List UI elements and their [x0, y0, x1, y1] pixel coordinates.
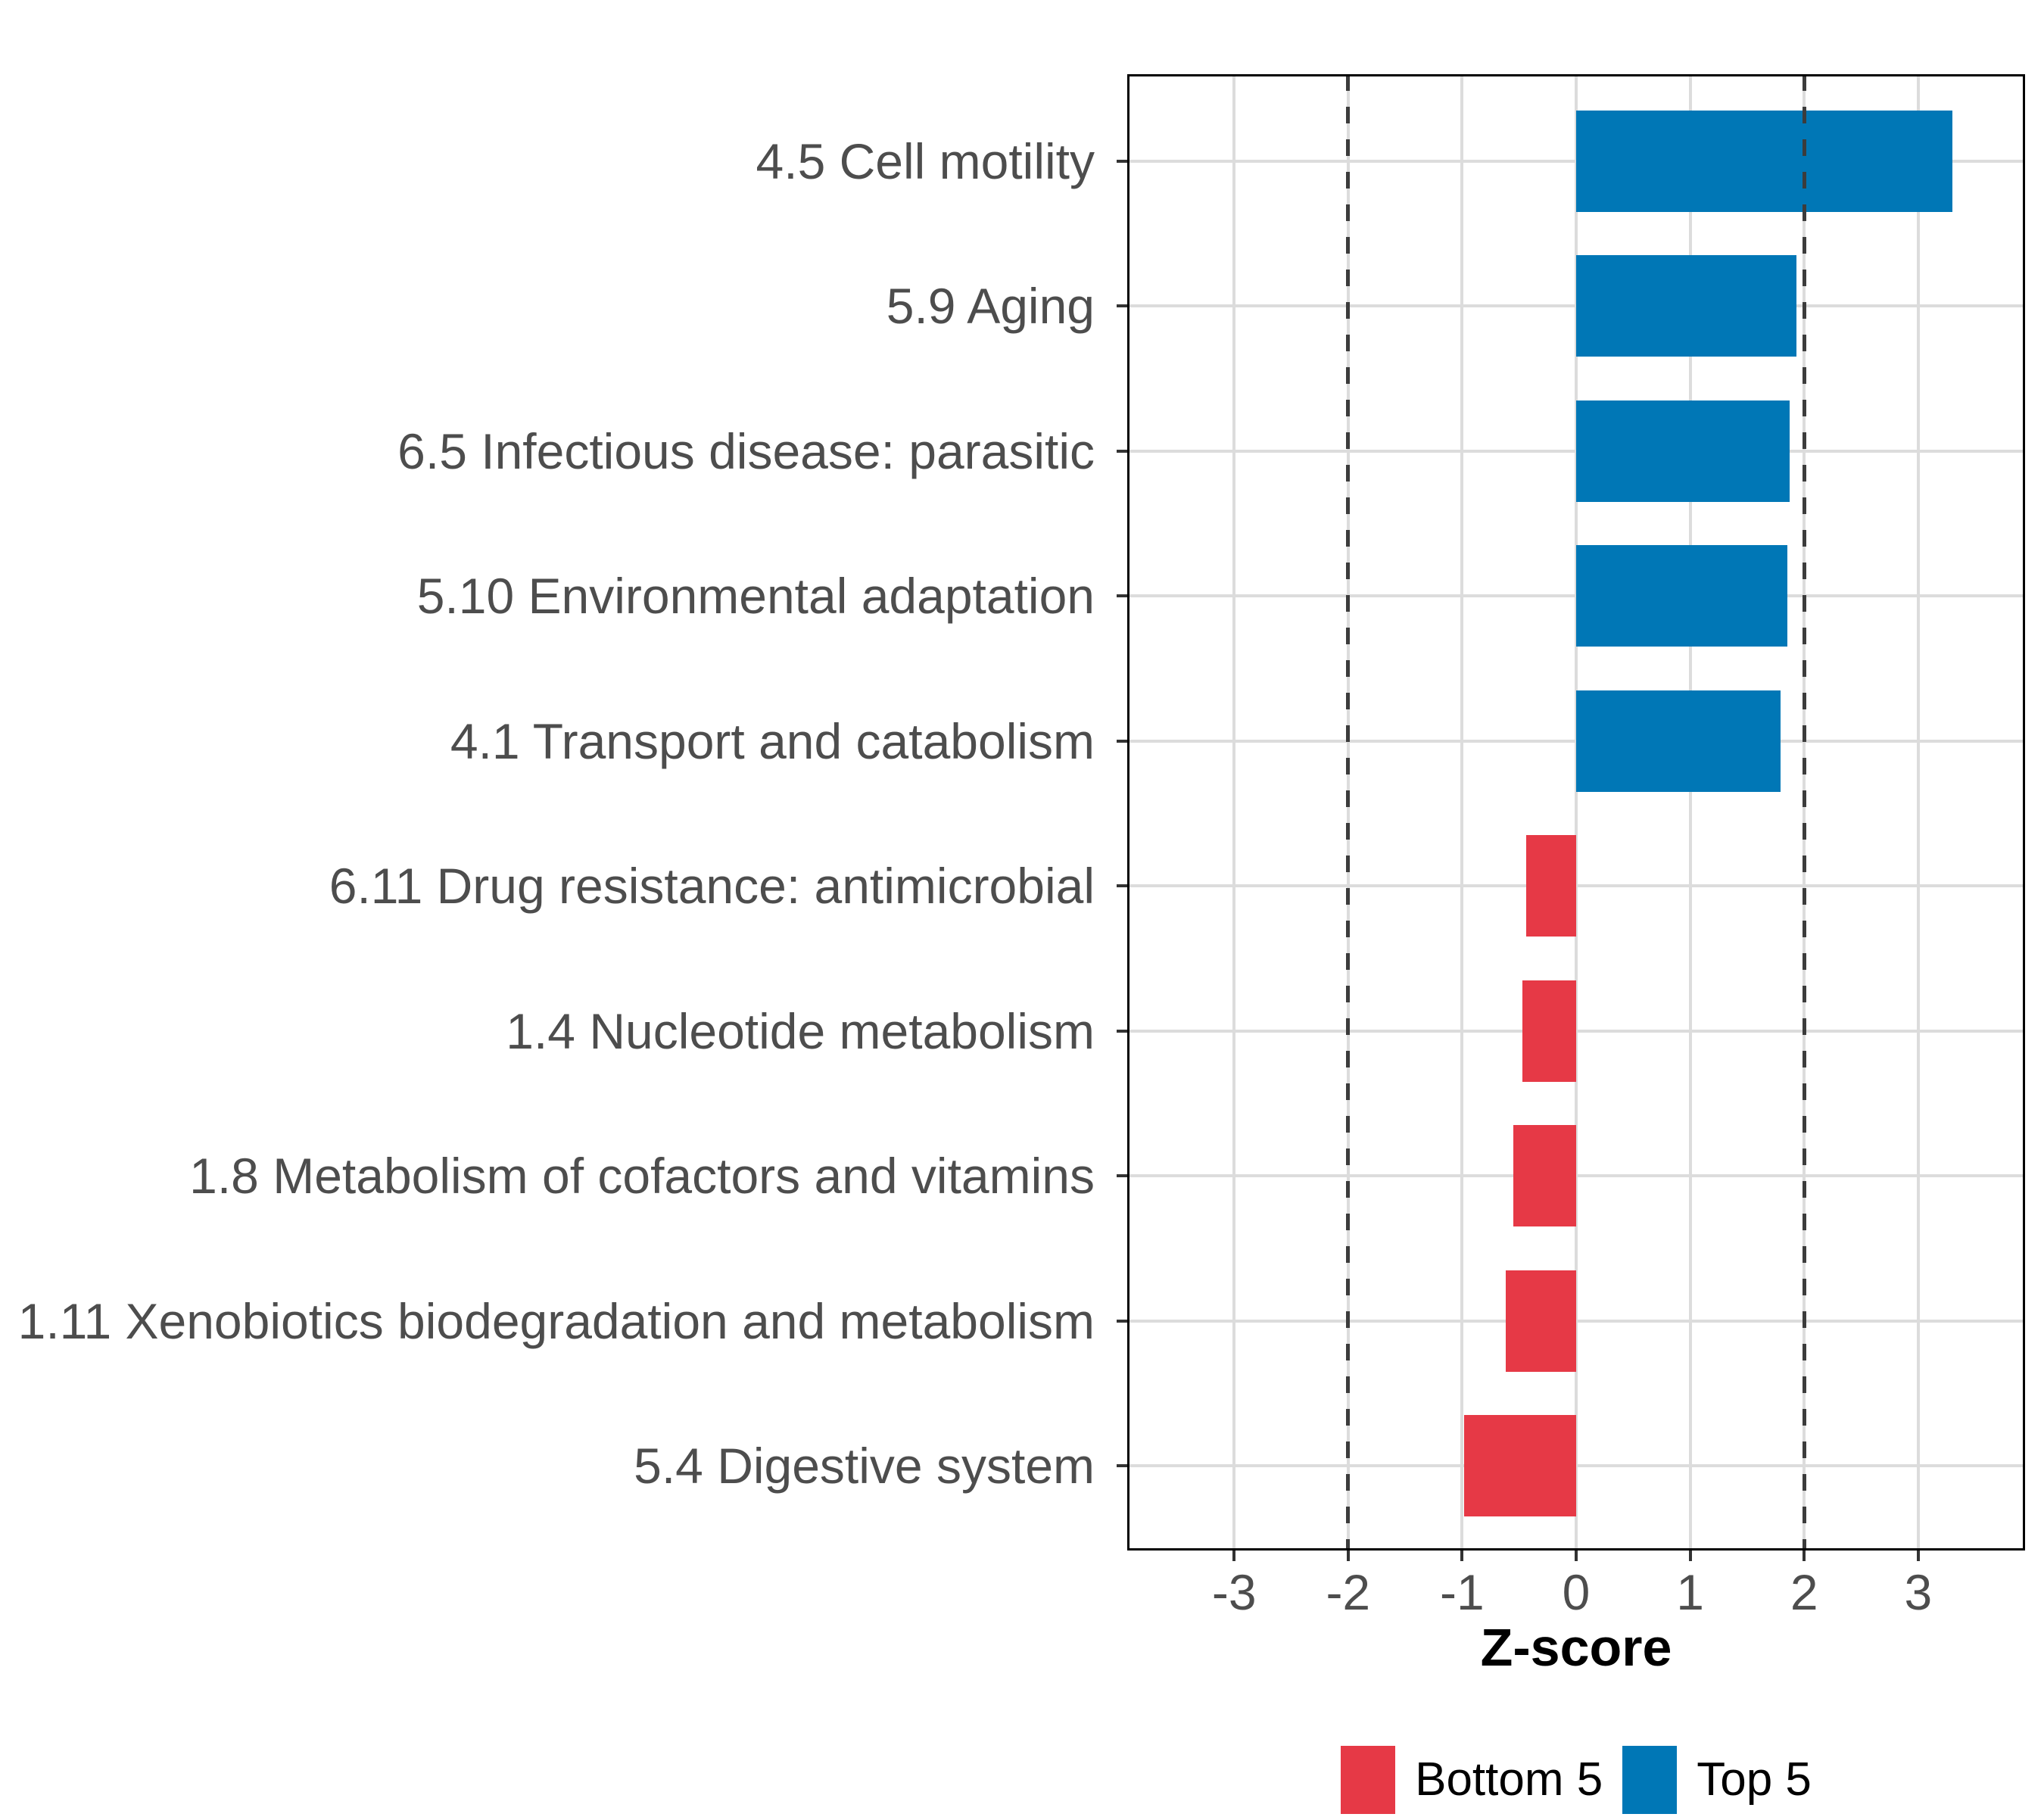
x-tick--2 — [1346, 1551, 1350, 1561]
bar-4-5-cell-motility — [1576, 111, 1952, 212]
plot-panel — [1127, 74, 2025, 1551]
x-tick--3 — [1232, 1551, 1236, 1561]
bar-1-11-xenobiotics-biodegradation-and-metabolism — [1505, 1270, 1576, 1372]
bar-5-10-environmental-adaptation — [1576, 545, 1787, 647]
x-tick-3 — [1916, 1551, 1920, 1561]
x-tick-label-3: 3 — [1904, 1564, 1933, 1620]
bar-5-9-aging — [1576, 255, 1796, 357]
h-gridline-row-9 — [1127, 1319, 2025, 1323]
x-tick-label-0: 0 — [1562, 1564, 1591, 1620]
category-label-6-5-infectious-disease-parasitic: 6.5 Infectious disease: parasitic — [397, 422, 1095, 479]
v-gridline--3 — [1232, 74, 1236, 1551]
legend: Bottom 5 Top 5 — [1127, 1746, 2025, 1814]
reference-line-pos2 — [1802, 74, 1806, 1551]
y-tick-row-1 — [1117, 160, 1127, 163]
x-tick-label-1: 1 — [1676, 1564, 1704, 1620]
y-tick-row-3 — [1117, 449, 1127, 453]
h-gridline-row-7 — [1127, 1029, 2025, 1033]
category-label-4-1-transport-and-catabolism: 4.1 Transport and catabolism — [450, 712, 1095, 769]
h-gridline-row-6 — [1127, 884, 2025, 888]
category-label-5-9-aging: 5.9 Aging — [886, 278, 1095, 335]
y-tick-row-8 — [1117, 1174, 1127, 1178]
category-label-6-11-drug-resistance-antimicrobial: 6.11 Drug resistance: antimicrobial — [329, 858, 1095, 915]
category-label-5-4-digestive-system: 5.4 Digestive system — [634, 1437, 1095, 1494]
bar-1-8-metabolism-of-cofactors-and-vitamins — [1513, 1125, 1576, 1227]
category-label-1-11-xenobiotics-biodegradation-and-metabolism: 1.11 Xenobiotics biodegradation and meta… — [17, 1292, 1095, 1349]
y-tick-row-4 — [1117, 594, 1127, 598]
x-axis-title: Z-score — [1480, 1618, 1672, 1677]
h-gridline-row-8 — [1127, 1174, 2025, 1178]
reference-line-neg2 — [1346, 74, 1351, 1551]
bar-6-5-infectious-disease-parasitic — [1576, 400, 1790, 502]
y-tick-row-2 — [1117, 304, 1127, 308]
x-tick-label-2: 2 — [1790, 1564, 1818, 1620]
y-tick-row-7 — [1117, 1029, 1127, 1033]
x-tick-0 — [1575, 1551, 1578, 1561]
category-label-1-8-metabolism-of-cofactors-and-vitamins: 1.8 Metabolism of cofactors and vitamins — [189, 1148, 1095, 1205]
category-label-5-10-environmental-adaptation: 5.10 Environmental adaptation — [416, 568, 1095, 625]
y-tick-row-5 — [1117, 739, 1127, 743]
x-tick-label--1: -1 — [1440, 1564, 1485, 1620]
x-tick--1 — [1460, 1551, 1464, 1561]
category-label-1-4-nucleotide-metabolism: 1.4 Nucleotide metabolism — [506, 1002, 1095, 1059]
legend-label-bottom-5: Bottom 5 — [1415, 1753, 1603, 1806]
bar-6-11-drug-resistance-antimicrobial — [1525, 835, 1576, 937]
legend-key-bottom-5 — [1341, 1746, 1396, 1814]
legend-item-top-5: Top 5 — [1622, 1746, 1812, 1814]
x-tick-label--2: -2 — [1326, 1564, 1371, 1620]
legend-label-top-5: Top 5 — [1697, 1753, 1812, 1806]
bar-4-1-transport-and-catabolism — [1576, 690, 1781, 792]
x-tick-2 — [1803, 1551, 1806, 1561]
bar-5-4-digestive-system — [1464, 1414, 1576, 1516]
y-tick-row-10 — [1117, 1463, 1127, 1467]
y-tick-row-9 — [1117, 1319, 1127, 1323]
category-label-4-5-cell-motility: 4.5 Cell motility — [756, 133, 1095, 189]
v-gridline-0 — [1575, 74, 1578, 1551]
h-gridline-row-10 — [1127, 1463, 2025, 1467]
x-tick-1 — [1688, 1551, 1692, 1561]
bar-1-4-nucleotide-metabolism — [1522, 980, 1576, 1082]
v-gridline-1 — [1688, 74, 1692, 1551]
x-tick-label--3: -3 — [1211, 1564, 1257, 1620]
v-gridline-3 — [1916, 74, 1920, 1551]
y-tick-row-6 — [1117, 884, 1127, 888]
v-gridline--1 — [1460, 74, 1464, 1551]
legend-key-top-5 — [1622, 1746, 1678, 1814]
legend-item-bottom-5: Bottom 5 — [1341, 1746, 1603, 1814]
